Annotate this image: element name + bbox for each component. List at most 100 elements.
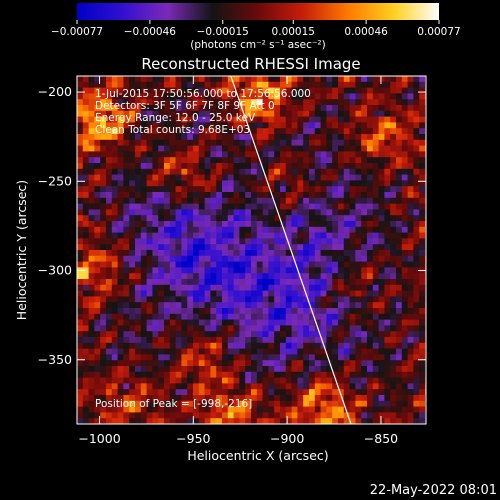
heatmap-cell [274,238,281,245]
heatmap-cell [355,412,362,419]
heatmap-cell [193,296,200,303]
heatmap-cell [396,134,403,141]
heatmap-cell [216,93,223,100]
heatmap-cell [297,302,304,309]
heatmap-cell [413,105,420,112]
heatmap-cell [88,76,95,83]
heatmap-cell [82,255,89,262]
heatmap-cell [355,296,362,303]
heatmap-cell [181,273,188,280]
heatmap-cell [251,284,258,291]
heatmap-cell [268,110,275,117]
heatmap-cell [280,134,287,141]
heatmap-cell [140,412,147,419]
heatmap-cell [303,250,310,257]
heatmap-cell [268,250,275,257]
heatmap-cell [280,313,287,320]
heatmap-cell [372,366,379,373]
heatmap-cell [123,87,130,94]
heatmap-cell [303,163,310,170]
heatmap-cell [233,290,240,297]
heatmap-cell [309,180,316,187]
heatmap-cell [204,284,211,291]
heatmap-cell [355,186,362,193]
heatmap-cell [198,331,205,338]
heatmap-cell [285,163,292,170]
heatmap-cell [262,226,269,233]
heatmap-cell [268,105,275,112]
heatmap-cell [100,128,107,135]
heatmap-cell [111,296,118,303]
heatmap-cell [117,186,124,193]
heatmap-cell [164,267,171,274]
heatmap-cell [372,354,379,361]
heatmap-cell [216,116,223,123]
heatmap-cell [297,331,304,338]
heatmap-cell [216,418,223,424]
heatmap-cell [309,284,316,291]
heatmap-cell [123,145,130,152]
heatmap-cell [94,116,101,123]
heatmap-cell [187,296,194,303]
heatmap-cell [210,180,217,187]
heatmap-cell [204,279,211,286]
heatmap-cell [320,209,327,216]
heatmap-cell [419,250,426,257]
heatmap-cell [401,238,408,245]
heatmap-cell [326,395,333,402]
heatmap-cell [239,221,246,228]
heatmap-cell [338,209,345,216]
heatmap-cell [367,296,374,303]
heatmap-cell [181,406,188,413]
heatmap-cell [326,168,333,175]
heatmap-cell [280,139,287,146]
heatmap-cell [181,279,188,286]
heatmap-cell [285,360,292,367]
heatmap-cell [332,366,339,373]
heatmap-cell [222,400,229,407]
heatmap-cell [204,395,211,402]
heatmap-cell [338,174,345,181]
heatmap-cell [204,267,211,274]
heatmap-cell [367,255,374,262]
heatmap-cell [419,128,426,135]
heatmap-cell [88,180,95,187]
heatmap-cell [169,226,176,233]
heatmap-cell [367,145,374,152]
heatmap-cell [251,331,258,338]
heatmap-cell [164,209,171,216]
heatmap-cell [187,255,194,262]
heatmap-cell [175,168,182,175]
heatmap-cell [320,313,327,320]
heatmap-cell [123,93,130,100]
annotation-line: Energy Range: 12.0 - 25.0 keV [95,112,256,124]
heatmap-cell [372,87,379,94]
heatmap-cell [326,134,333,141]
heatmap-cell [309,354,316,361]
heatmap-cell [158,331,165,338]
heatmap-cell [396,110,403,117]
heatmap-cell [367,186,374,193]
heatmap-cell [216,232,223,239]
heatmap-cell [181,116,188,123]
heatmap-cell [378,377,385,384]
heatmap-cell [349,76,356,83]
heatmap-cell [413,180,420,187]
heatmap-cell [123,203,130,210]
heatmap-cell [82,412,89,419]
heatmap-cell [314,412,321,419]
heatmap-cell [216,395,223,402]
heatmap-cell [372,389,379,396]
heatmap-cell [262,105,269,112]
heatmap-cell [274,99,281,106]
heatmap-cell [146,418,153,424]
heatmap-cell [146,197,153,204]
heatmap-cell [100,145,107,152]
heatmap-cell [378,232,385,239]
heatmap-cell [332,290,339,297]
heatmap-cell [239,163,246,170]
heatmap-cell [181,105,188,112]
heatmap-cell [378,354,385,361]
heatmap-cell [227,273,234,280]
heatmap-cell [152,250,159,257]
